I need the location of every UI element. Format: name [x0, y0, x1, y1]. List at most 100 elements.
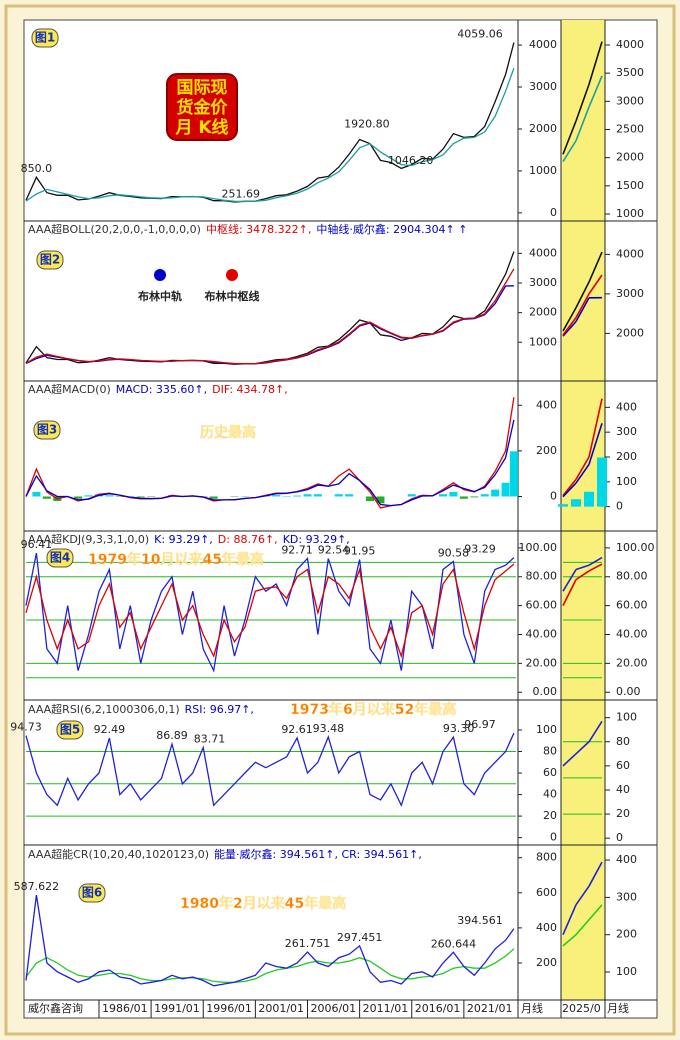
- zoom-bar: [597, 457, 607, 507]
- annotation: 94.73: [10, 721, 42, 734]
- zoom-bar: [571, 499, 581, 507]
- annotation: 850.0: [21, 162, 53, 175]
- annotation: 86.89: [156, 729, 188, 742]
- zoom-tick-label: 2500: [616, 122, 644, 135]
- annotation: 93.48: [313, 722, 345, 735]
- note: 历史最高: [200, 424, 256, 441]
- y-tick-label: 60: [543, 766, 557, 779]
- y-tick-label: 3000: [529, 276, 557, 289]
- panel-header: AAA超KDJ(9,3,3,1,0,0) K: 93.29↑, D: 88.76↑,…: [28, 532, 350, 546]
- y-tick-label: 2000: [529, 306, 557, 319]
- y-tick-label: 80: [543, 745, 557, 758]
- legend-dot: [154, 269, 166, 281]
- zoom-segment: [562, 934, 577, 947]
- tag: 图6: [82, 886, 102, 900]
- zoom-tick-label: 300: [616, 425, 637, 438]
- bar: [407, 494, 416, 497]
- zoom-segment: [575, 456, 590, 480]
- y-tick-label: 4000: [529, 246, 557, 259]
- zoom-segment: [562, 120, 577, 155]
- zoom-tick-label: 60.00: [616, 599, 648, 612]
- zoom-segment: [588, 556, 603, 566]
- tag: 图2: [40, 253, 60, 267]
- annotation: 92.54: [318, 544, 350, 557]
- annotation: 394.561: [457, 914, 503, 927]
- zoom-segment: [575, 297, 590, 322]
- annotation: 4059.06: [457, 28, 503, 41]
- zoom-tick-label: 100: [616, 965, 637, 978]
- zoom-tick-label: 80.00: [616, 570, 648, 583]
- zoom-bar: [584, 491, 594, 507]
- series-line: [25, 732, 515, 808]
- tag-badge: [46, 548, 74, 568]
- y-tick-label: 0.00: [533, 685, 558, 698]
- panel-header: AAA超MACD(0) MACD: 335.60↑, DIF: 434.78↑,: [28, 382, 288, 396]
- brand: 威尔鑫咨询: [28, 1001, 83, 1015]
- zoom-segment: [588, 904, 603, 921]
- bar: [449, 491, 458, 497]
- zoom-segment: [562, 579, 577, 606]
- header-part: 能量·威尔鑫: 394.561↑, CR: 394.561↑,: [214, 847, 422, 861]
- zoom-tick-label: 100: [616, 711, 637, 724]
- y-tick-label: 20.00: [526, 656, 558, 669]
- x-tick-label: 1991/01: [154, 1002, 200, 1015]
- x-tick-label: 2016/01: [415, 1002, 461, 1015]
- annotation: 96.97: [464, 718, 496, 731]
- frame: [4, 4, 676, 1036]
- zoom-tick-label: 40: [616, 783, 630, 796]
- y-tick-label: 40: [543, 788, 557, 801]
- tag-badge: [56, 720, 84, 740]
- zoom-segment: [562, 482, 577, 498]
- x-tick-label: 2011/01: [363, 1002, 409, 1015]
- annotation: 96.41: [21, 538, 53, 551]
- zoom-segment: [562, 478, 577, 496]
- x-tick-label: 1996/01: [206, 1002, 252, 1015]
- zoom-tick-label: 80: [616, 735, 630, 748]
- zoom-tick-label: 60: [616, 759, 630, 772]
- legend-dot: [226, 269, 238, 281]
- zoom-segment: [575, 84, 590, 122]
- bar: [74, 496, 83, 499]
- bar: [439, 494, 448, 497]
- header-part: AAA超RSI(6,2,1000306,0,1): [28, 702, 180, 716]
- zoom-segment: [562, 140, 577, 163]
- zoom-segment: [575, 564, 590, 571]
- bar: [293, 495, 302, 497]
- y-tick-label: 2000: [529, 122, 557, 135]
- header-part: D: 88.76↑,: [218, 533, 278, 546]
- bar: [345, 494, 354, 497]
- logo-line: 货金价: [177, 97, 229, 118]
- zoom-segment: [588, 563, 603, 572]
- zoom-segment: [588, 274, 603, 295]
- annotation: 261.751: [285, 937, 331, 950]
- zoom-segment: [575, 463, 590, 484]
- zoom-segment: [588, 720, 603, 743]
- logo-line: 月 K线: [174, 117, 228, 138]
- zoom-tick-label: 0: [616, 500, 623, 513]
- annotation: 1920.80: [344, 117, 390, 130]
- period: 月线: [521, 1001, 543, 1015]
- plot-area: [23, 19, 658, 1019]
- x-tick-label: 2001/01: [258, 1002, 304, 1015]
- zoom-tick-label: 2000: [616, 151, 644, 164]
- header-part: KD: 93.29↑,: [283, 533, 350, 546]
- tag-badge: [31, 28, 59, 48]
- zoom-tick-label: 400: [616, 853, 637, 866]
- tag: 图5: [60, 723, 80, 737]
- y-tick-label: 200: [536, 444, 557, 457]
- zoom-tick-label: 2000: [616, 326, 644, 339]
- bar: [84, 495, 93, 497]
- y-tick-label: 4000: [529, 38, 557, 51]
- bar: [366, 496, 375, 502]
- zoom-tick-label: 3000: [616, 94, 644, 107]
- note: 1979年10月以来45年最高: [88, 551, 264, 568]
- y-tick-label: 3000: [529, 80, 557, 93]
- zoom-segment: [562, 904, 577, 936]
- y-tick-label: 100: [536, 723, 557, 736]
- zoom-tick-label: 1500: [616, 179, 644, 192]
- series-line: [25, 268, 515, 365]
- annotation: 90.58: [438, 546, 470, 559]
- x-tick-label: 1986/01: [102, 1002, 148, 1015]
- annotation: 587.622: [14, 880, 60, 893]
